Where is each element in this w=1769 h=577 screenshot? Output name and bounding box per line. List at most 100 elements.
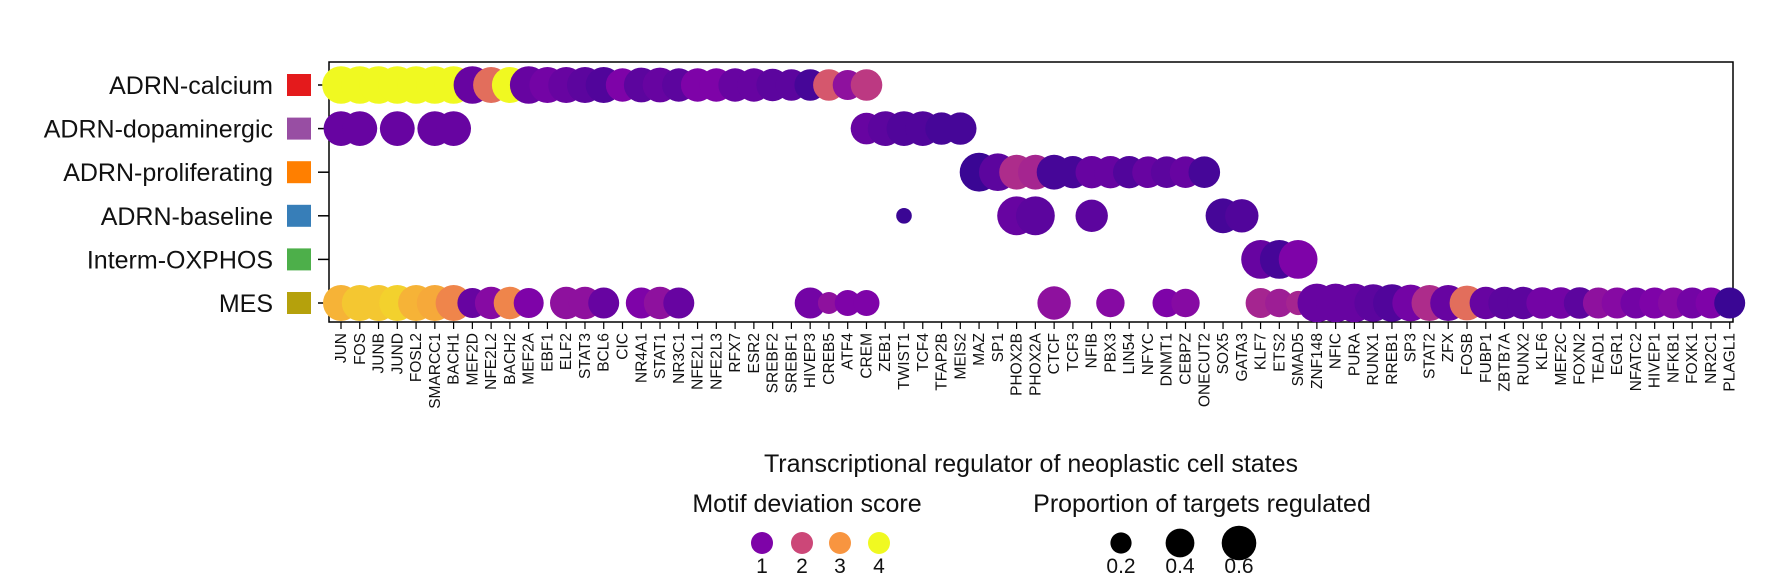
row-label: ADRN-proliferating	[63, 159, 273, 187]
x-tick-label: ZEB1	[877, 333, 894, 372]
color-legend-swatch	[829, 532, 851, 554]
x-tick-label: CREM	[859, 333, 876, 379]
x-tick-label: HIVEP1	[1647, 333, 1664, 388]
data-point	[1265, 288, 1294, 318]
x-tick-label: SREBF2	[765, 333, 782, 393]
x-tick-label: TEAD1	[1590, 333, 1607, 383]
x-tick-label: NR3C1	[671, 333, 688, 384]
x-tick-label: LIN54	[1121, 333, 1138, 375]
x-tick-label: NR4A1	[633, 333, 650, 383]
color-legend-swatch	[791, 532, 813, 554]
x-tick-label: ETS2	[1271, 333, 1288, 372]
row-color-swatch	[287, 292, 311, 314]
row-color-swatch	[287, 161, 311, 184]
x-tick-label: ATF4	[840, 333, 857, 370]
row-label: ADRN-baseline	[101, 203, 273, 231]
x-tick-label: MEF2D	[464, 333, 481, 386]
color-legend-label: 2	[796, 555, 808, 577]
size-legend-title: Proportion of targets regulated	[1033, 490, 1371, 518]
x-tick-label: NFIB	[1084, 333, 1101, 368]
color-legend-label: 1	[756, 555, 768, 577]
x-tick-label: CREB5	[821, 333, 838, 385]
x-tick-label: FUBP1	[1478, 333, 1495, 383]
data-point	[794, 287, 826, 319]
data-point	[1075, 199, 1108, 232]
data-point	[853, 290, 880, 316]
x-tick-label: SREBF1	[783, 333, 800, 393]
x-tick-label: FOXN2	[1572, 333, 1589, 385]
x-tick-label: RUNX1	[1365, 333, 1382, 386]
x-tick-label: SP1	[990, 333, 1007, 362]
x-tick-label: FOSB	[1459, 333, 1476, 375]
x-tick-label: STAT2	[1422, 333, 1439, 379]
data-point	[896, 208, 912, 224]
x-tick-label: RREB1	[1384, 333, 1401, 385]
plot-frame	[328, 61, 1734, 323]
x-tick-label: TCF3	[1065, 333, 1082, 372]
color-legend: Motif deviation score 1 2 3 4	[692, 490, 921, 577]
x-tick-label: CTCF	[1046, 333, 1063, 374]
x-tick-labels: JUN FOS JUNB JUND FOSL2 SMARCC1 BACH1 MEF2D NFE2…	[333, 322, 1739, 409]
data-point	[1714, 287, 1746, 319]
row-label: MES	[219, 290, 273, 318]
size-legend: Proportion of targets regulated 0.2 0.4 0.…	[1033, 490, 1371, 577]
data-point	[817, 292, 840, 314]
row-label: Interm-OXPHOS	[87, 246, 273, 274]
x-tick-label: JUND	[389, 333, 406, 374]
x-tick-label: ZNF148	[1309, 333, 1326, 389]
x-tick-label: BACH1	[446, 333, 463, 385]
x-tick-label: MEF2A	[521, 332, 538, 384]
x-tick-label: KLF7	[1253, 333, 1270, 370]
data-point	[588, 287, 620, 319]
data-point	[944, 112, 977, 145]
color-legend-label: 4	[873, 555, 885, 577]
x-tick-label: DNMT1	[1159, 333, 1176, 386]
data-point	[1171, 288, 1200, 318]
data-point	[663, 287, 695, 319]
row-color-swatch	[287, 204, 311, 227]
x-tick-label: BCL6	[596, 333, 613, 372]
x-tick-label: NFE2L1	[690, 333, 707, 390]
x-tick-label: TWIST1	[896, 333, 913, 390]
x-tick-label: CEBPZ	[1178, 333, 1195, 385]
x-tick-label: MEF2C	[1553, 333, 1570, 386]
x-tick-label: NFATC2	[1628, 333, 1645, 391]
size-legend-label: 0.4	[1165, 555, 1195, 577]
x-tick-label: GATA3	[1234, 333, 1251, 382]
data-point	[1188, 156, 1221, 188]
data-point	[513, 288, 544, 318]
x-tick-label: ZBTB7A	[1497, 332, 1514, 391]
x-tick-label: EBF1	[539, 333, 556, 372]
data-points	[322, 66, 1746, 323]
x-tick-label: JUN	[333, 333, 350, 363]
size-legend-swatch	[1165, 528, 1195, 558]
x-axis-label: Transcriptional regulator of neoplastic …	[764, 450, 1298, 478]
x-tick-label: RFX7	[727, 333, 744, 373]
row-color-swatch	[287, 117, 311, 140]
x-tick-label: JUNB	[371, 333, 388, 373]
color-legend-swatch	[751, 532, 773, 554]
x-tick-label: TCF4	[915, 333, 932, 372]
row-label: ADRN-dopaminergic	[44, 116, 273, 144]
color-legend-title: Motif deviation score	[692, 490, 921, 518]
data-point	[850, 69, 883, 101]
row-color-swatch	[287, 248, 311, 271]
size-legend-label: 0.2	[1106, 555, 1135, 577]
x-tick-label: FOSL2	[408, 333, 425, 382]
row-labels: ADRN-calcium ADRN-dopaminergic ADRN-prolif…	[44, 72, 329, 318]
x-tick-label: SMARCC1	[427, 333, 444, 409]
x-tick-label: BACH2	[502, 333, 519, 385]
x-tick-label: SP3	[1403, 333, 1420, 362]
data-point	[1278, 240, 1318, 279]
x-tick-label: MAZ	[971, 333, 988, 366]
data-point	[1037, 286, 1071, 320]
x-tick-label: PHOX2A	[1027, 332, 1044, 396]
x-tick-label: STAT1	[652, 333, 669, 379]
data-point	[342, 111, 378, 146]
x-tick-label: PBX3	[1102, 333, 1119, 373]
x-tick-label: ESR2	[746, 333, 763, 374]
x-tick-label: PURA	[1346, 332, 1363, 376]
x-tick-label: RUNX2	[1515, 333, 1532, 386]
data-point	[1096, 288, 1125, 318]
x-tick-label: NFIC	[1328, 333, 1345, 369]
